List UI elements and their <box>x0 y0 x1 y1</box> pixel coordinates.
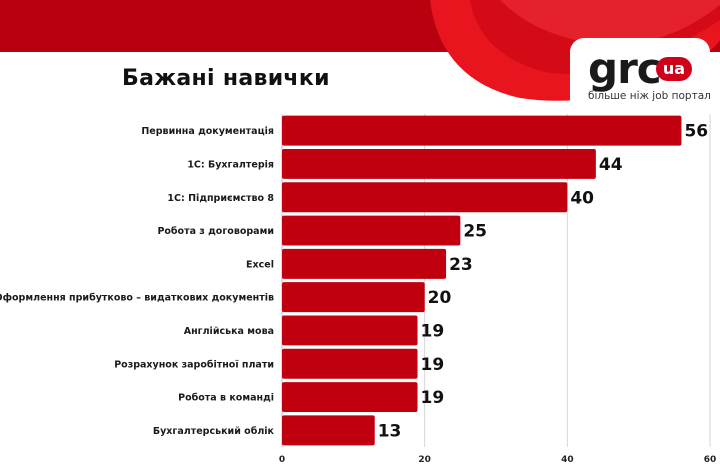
data-label: 19 <box>421 321 445 341</box>
category-label: 1С: Підприємство 8 <box>167 193 274 204</box>
x-tick-label: 40 <box>561 455 574 465</box>
x-tick-label: 60 <box>704 455 717 465</box>
data-label: 23 <box>449 255 473 275</box>
x-tick-label: 0 <box>279 455 285 465</box>
category-label: Англійська мова <box>184 326 274 337</box>
chart-title: Бажані навички <box>122 66 330 91</box>
bar <box>282 215 461 246</box>
category-label: Оформлення прибутково – видаткових докум… <box>0 293 274 304</box>
data-label: 13 <box>378 421 402 441</box>
category-label: Розрахунок заробітної плати <box>114 359 274 370</box>
category-label: Робота в команді <box>178 393 274 404</box>
bar <box>282 248 447 279</box>
data-label: 20 <box>428 288 452 308</box>
data-label: 19 <box>421 355 445 375</box>
data-label: 19 <box>421 388 445 408</box>
bar <box>282 348 418 379</box>
logo-tagline: більше ніж job портал <box>588 90 711 102</box>
x-tick-label: 20 <box>418 455 431 465</box>
category-label: Excel <box>246 259 274 270</box>
bar <box>282 315 418 346</box>
logo-badge: ua <box>656 57 692 81</box>
bar <box>282 182 568 213</box>
data-label: 44 <box>599 155 623 175</box>
category-label: Робота з договорами <box>157 226 274 237</box>
grc-logo: grc ua більше ніж job портал <box>588 44 711 108</box>
data-label: 56 <box>684 122 708 142</box>
data-label: 40 <box>570 188 594 208</box>
bar <box>282 282 425 313</box>
bar <box>282 115 682 146</box>
bar <box>282 382 418 413</box>
banner-wave-highlight <box>500 0 720 45</box>
category-label: Бухгалтерський облік <box>153 426 275 437</box>
bar <box>282 415 375 446</box>
logo-wordmark: grc <box>588 44 662 93</box>
category-label: 1С: Бухгалтерія <box>187 159 274 170</box>
category-label: Первинна документація <box>141 126 274 137</box>
bar <box>282 148 596 179</box>
data-label: 25 <box>463 222 487 242</box>
